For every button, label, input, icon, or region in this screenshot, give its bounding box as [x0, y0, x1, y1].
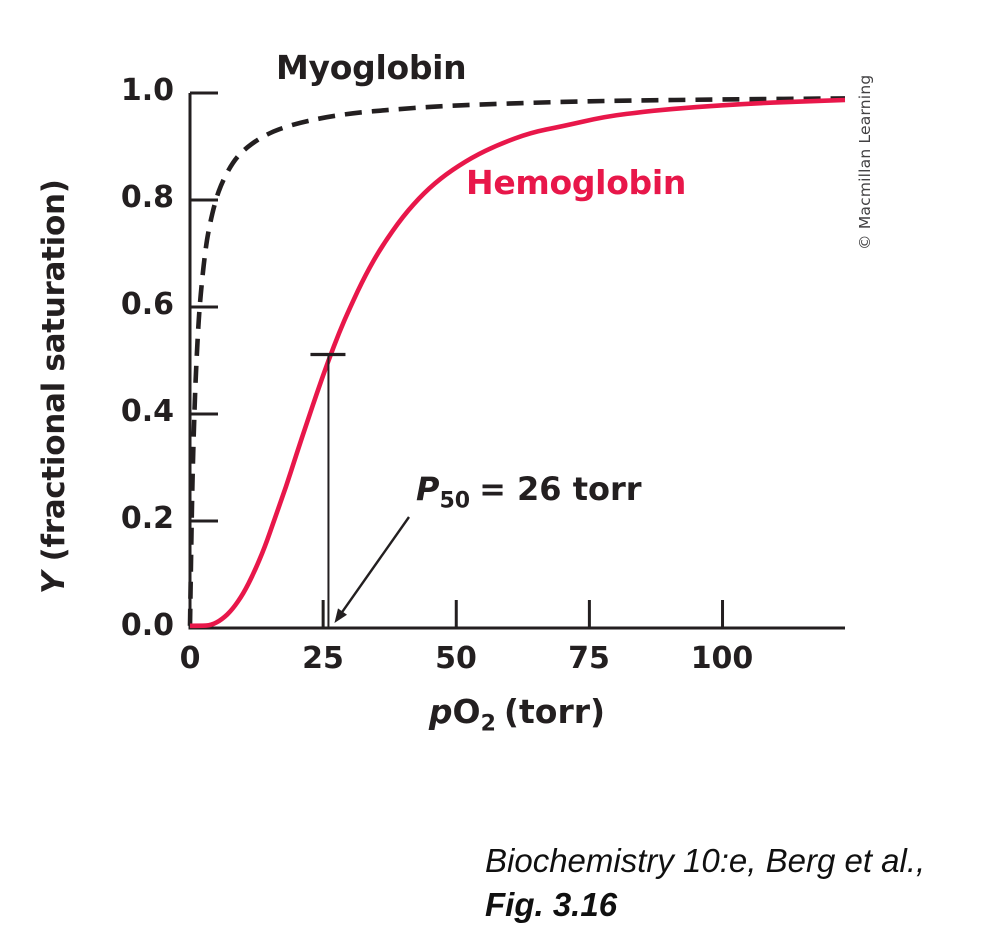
y-axis-title: Y (fractional saturation) [36, 179, 72, 594]
x-tick-label-50: 50 [435, 641, 477, 676]
x-axis-title: pO2 (torr) [429, 692, 605, 737]
x-axis-o-subscript: 2 [480, 711, 496, 737]
p50-arrowhead [334, 608, 347, 623]
p50-subscript: 50 [439, 488, 471, 514]
x-axis-p-symbol: p [428, 692, 453, 731]
p50-annotation-label: P50 = 26 torr [416, 470, 642, 513]
x-tick-label-0: 0 [179, 641, 201, 676]
figure-caption: Biochemistry 10:e, Berg et al., Fig. 3.1… [485, 839, 925, 927]
y-tick-label-0.2: 0.2 [120, 501, 174, 536]
caption-source-line: Biochemistry 10:e, Berg et al., [485, 842, 926, 879]
y-tick-label-0.8: 0.8 [120, 180, 174, 215]
publisher-credit: © Macmillan Learning [856, 74, 874, 250]
y-tick-label-0.4: 0.4 [120, 394, 174, 429]
y-axis-description: (fractional saturation) [36, 179, 72, 572]
x-axis-unit: (torr) [503, 692, 606, 731]
p50-arrow-shaft [336, 516, 410, 619]
p50-symbol: P [416, 470, 440, 508]
hemoglobin-curve-label: Hemoglobin [466, 163, 687, 202]
x-tick-label-100: 100 [690, 641, 754, 676]
hemoglobin-curve [189, 97, 846, 629]
x-tick-label-75: 75 [568, 641, 610, 676]
p50-value: = 26 torr [479, 470, 642, 508]
y-tick-label-1.0: 1.0 [120, 73, 174, 108]
x-axis-o-symbol: O [452, 692, 481, 731]
plot-canvas [187, 91, 846, 630]
caption-figure-number: Fig. 3.16 [485, 886, 618, 923]
y-axis-symbol: Y [36, 571, 72, 594]
y-tick-label-0.6: 0.6 [120, 287, 174, 322]
myoglobin-curve-label: Myoglobin [276, 48, 467, 87]
x-tick-label-25: 25 [302, 641, 344, 676]
myoglobin-curve [187, 96, 846, 626]
y-tick-label-0.0: 0.0 [120, 608, 174, 643]
